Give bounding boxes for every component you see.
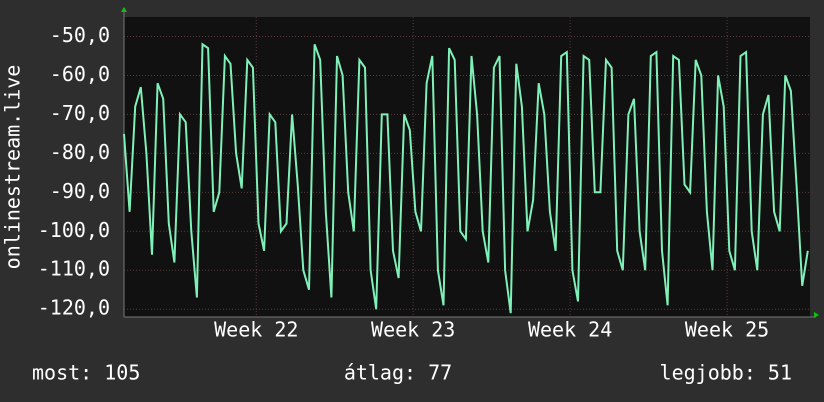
y-tick-label: -80,0	[50, 140, 110, 164]
y-tick-label: -50,0	[50, 23, 110, 47]
y-tick-label: -60,0	[50, 62, 110, 86]
y-tick-label: -70,0	[50, 101, 110, 125]
plot-area	[124, 17, 810, 317]
x-tick-label: Week 25	[685, 318, 769, 342]
data-line	[123, 42, 809, 314]
y-tick-label: -100,0	[38, 218, 110, 242]
x-tick-label: Week 23	[371, 318, 455, 342]
footer-stat: legjobb: 51	[660, 361, 792, 385]
footer-stat: átlag: 77	[344, 361, 452, 385]
axis-arrow	[121, 7, 127, 12]
y-axis-label: onlinestream.live	[1, 65, 25, 270]
footer-stat: most: 105	[32, 361, 140, 385]
y-tick-label: -120,0	[38, 296, 110, 320]
x-tick-label: Week 22	[214, 318, 298, 342]
x-tick-label: Week 24	[528, 318, 612, 342]
y-tick-label: -110,0	[38, 257, 110, 281]
y-tick-label: -90,0	[50, 179, 110, 203]
